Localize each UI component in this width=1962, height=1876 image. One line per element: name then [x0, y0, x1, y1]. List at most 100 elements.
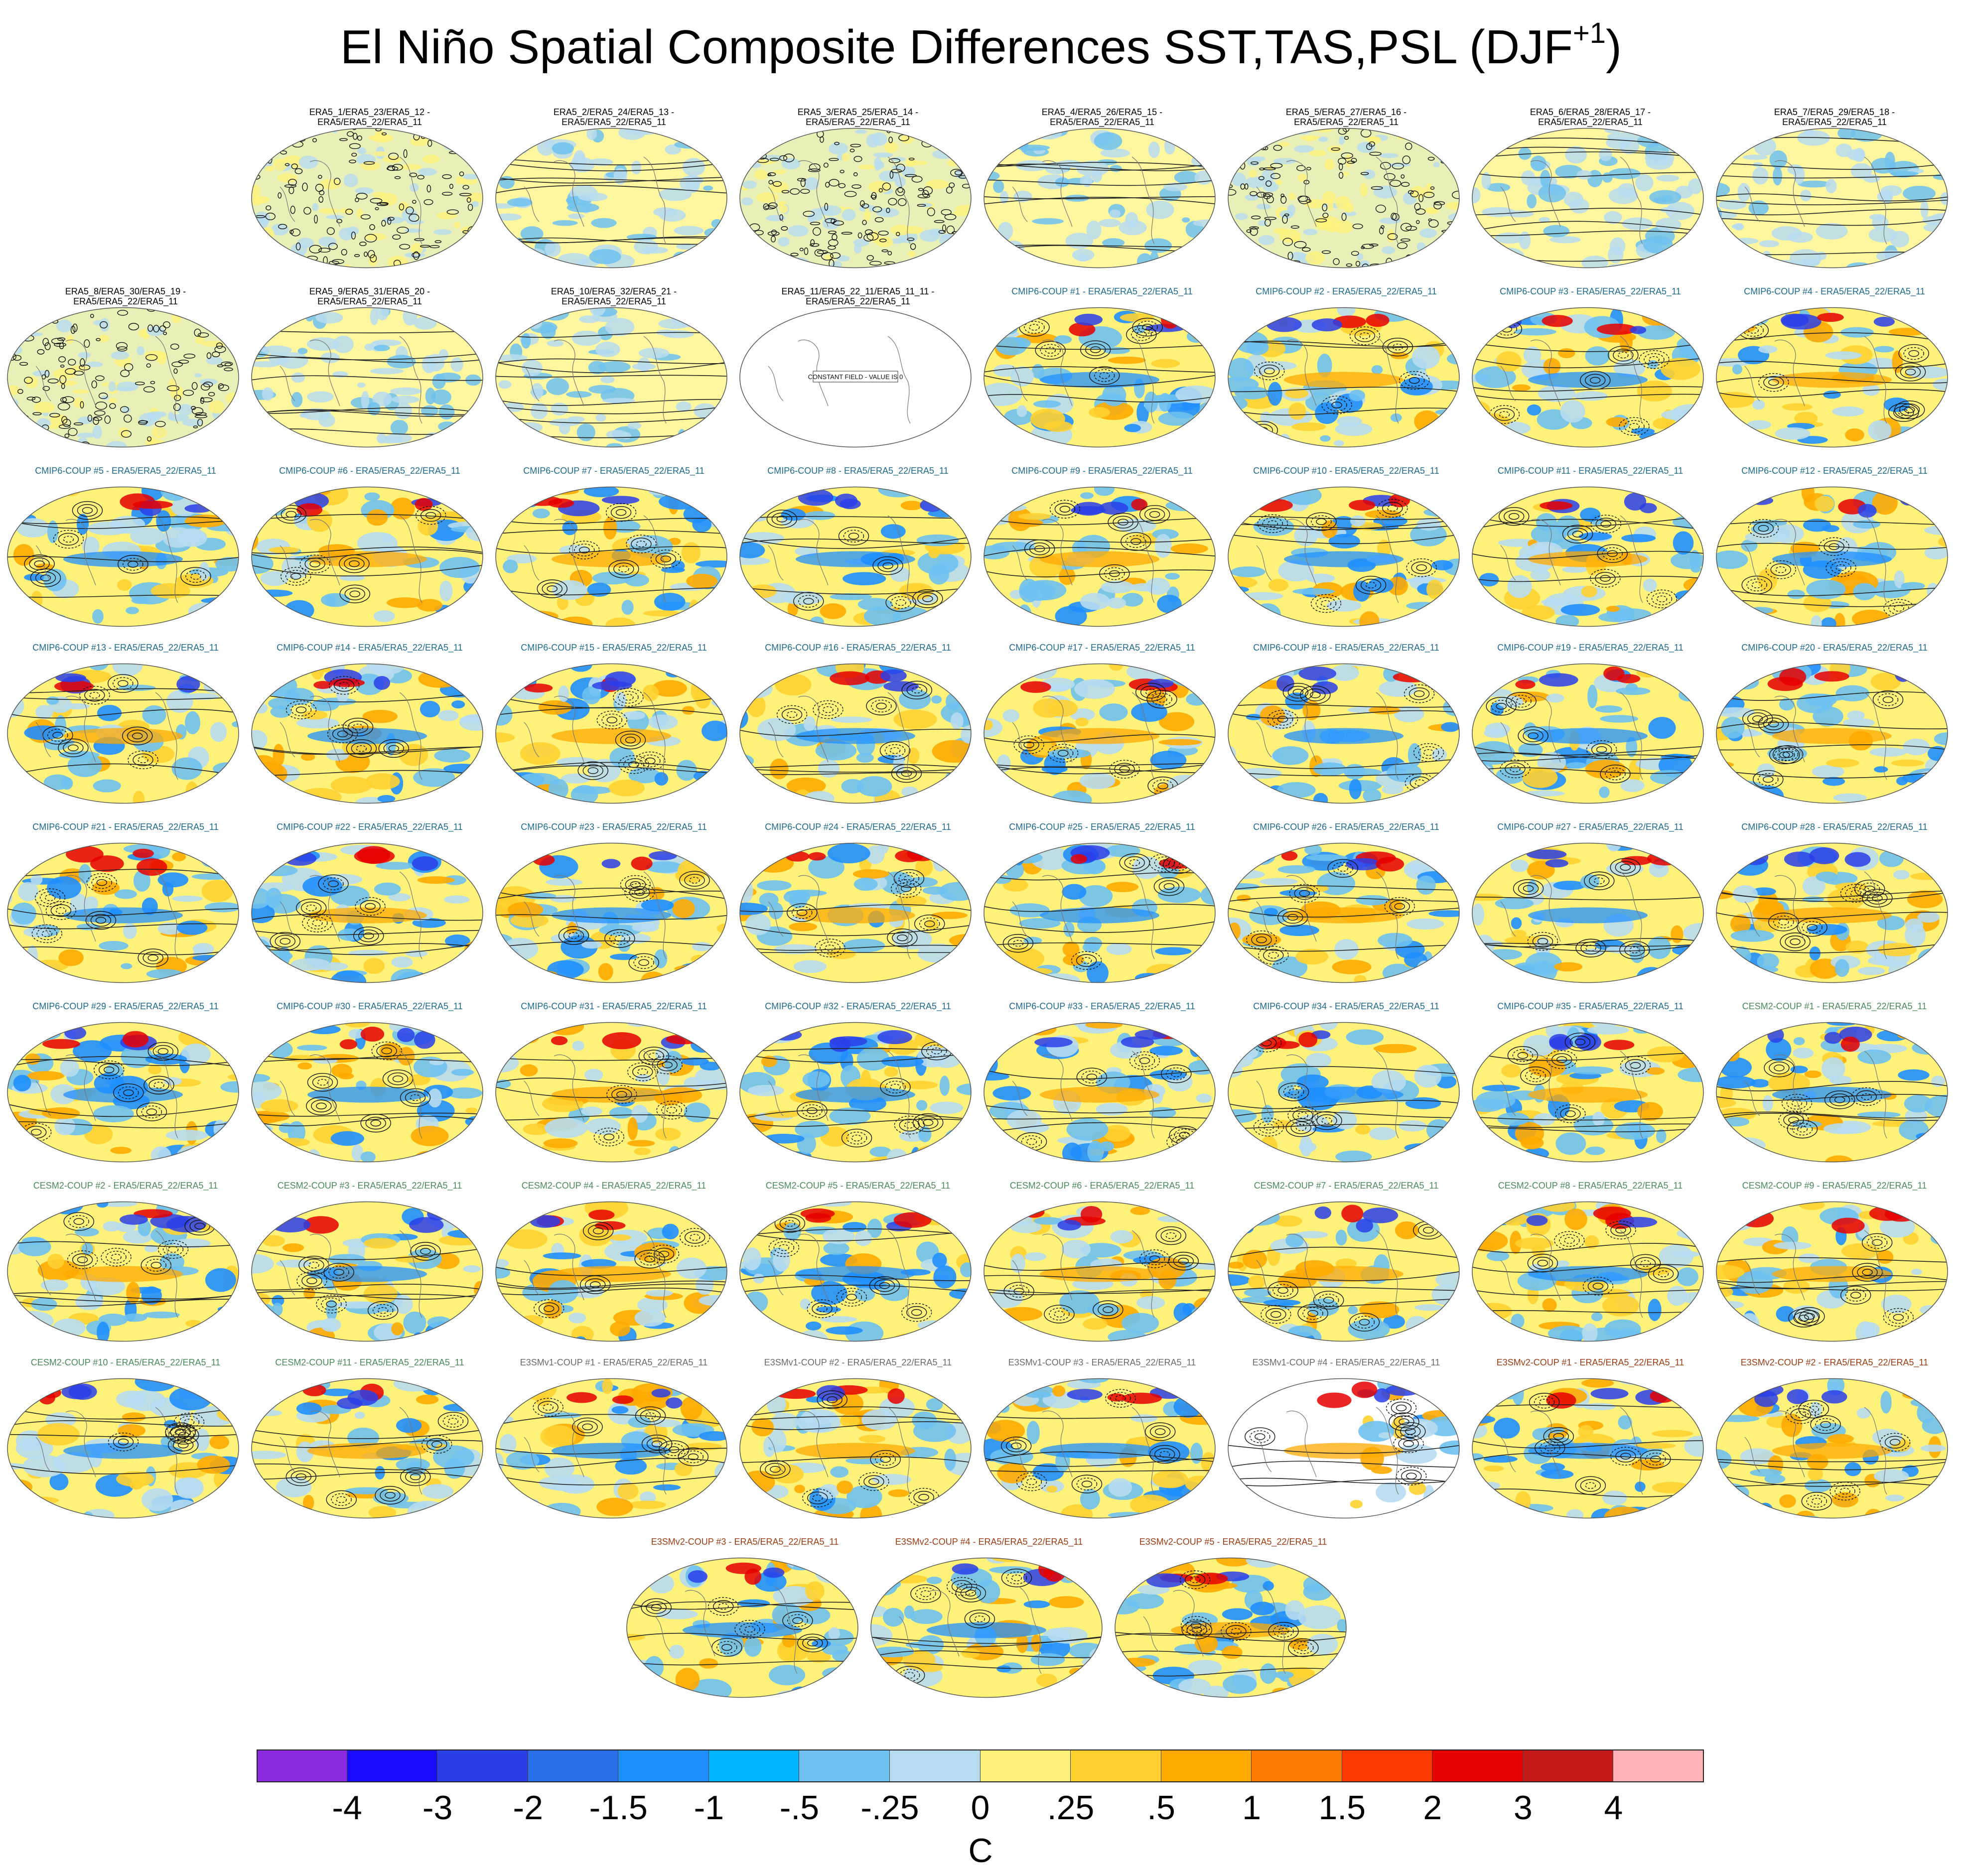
world-map — [626, 1557, 858, 1698]
map-panel: CMIP6-COUP #19 - ERA5/ERA5_22/ERA5_11 — [1471, 643, 1710, 807]
map-panel: CMIP6-COUP #27 - ERA5/ERA5_22/ERA5_11 — [1471, 822, 1710, 986]
map-panel: ERA5_8/ERA5_30/ERA5_19 - ERA5/ERA5_22/ER… — [6, 286, 245, 451]
colorbar-segment — [889, 1749, 981, 1782]
map-border — [1472, 663, 1704, 804]
world-map — [7, 1201, 239, 1342]
coastline — [524, 871, 667, 959]
world-map — [739, 128, 972, 268]
panel-title: CESM2-COUP #7 - ERA5/ERA5_22/ERA5_11 — [1254, 1181, 1439, 1191]
world-map — [251, 486, 483, 627]
panel-title: CESM2-COUP #3 - ERA5/ERA5_22/ERA5_11 — [277, 1181, 462, 1191]
map-border — [1472, 1022, 1704, 1163]
colorbar-segment — [708, 1749, 800, 1782]
panel-title: CESM2-COUP #10 - ERA5/ERA5_22/ERA5_11 — [30, 1357, 221, 1367]
map-panel: ERA5_7/ERA5_29/ERA5_18 - ERA5/ERA5_22/ER… — [1715, 107, 1954, 271]
world-map — [495, 842, 727, 983]
colorbar-segment — [257, 1749, 347, 1782]
coastline — [1256, 1407, 1399, 1495]
map-panel: CMIP6-COUP #11 - ERA5/ERA5_22/ERA5_11 — [1471, 466, 1710, 630]
world-map — [1716, 128, 1948, 268]
world-map — [983, 128, 1216, 268]
panel-title: CMIP6-COUP #26 - ERA5/ERA5_22/ERA5_11 — [1253, 822, 1439, 832]
coastline — [1500, 692, 1643, 780]
map-border — [1472, 486, 1704, 627]
coastline — [35, 692, 178, 780]
map-panel: CESM2-COUP #9 - ERA5/ERA5_22/ERA5_11 — [1715, 1181, 1954, 1345]
world-map — [1228, 1201, 1460, 1342]
map-border — [1228, 1378, 1460, 1519]
world-map — [1716, 663, 1948, 804]
coastline — [1744, 1407, 1887, 1495]
colorbar-tick-label: -3 — [422, 1789, 453, 1827]
map-border — [739, 1201, 972, 1342]
map-panel: CESM2-COUP #4 - ERA5/ERA5_22/ERA5_11 — [494, 1181, 733, 1345]
map-panel: CMIP6-COUP #17 - ERA5/ERA5_22/ERA5_11 — [982, 643, 1222, 807]
colorbar-segment — [980, 1749, 1071, 1782]
coastline — [35, 1051, 178, 1139]
map-panel: CMIP6-COUP #13 - ERA5/ERA5_22/ERA5_11 — [6, 643, 245, 807]
map-border — [1228, 307, 1460, 448]
map-border — [1716, 486, 1948, 627]
coastline — [768, 1230, 911, 1318]
coastline — [1256, 156, 1399, 245]
map-border — [1716, 1022, 1948, 1163]
map-panel: CMIP6-COUP #1 - ERA5/ERA5_22/ERA5_11 — [982, 286, 1222, 451]
coastline — [524, 515, 667, 603]
panel-title: E3SMv2-COUP #1 - ERA5/ERA5_22/ERA5_11 — [1496, 1357, 1684, 1367]
colorbar-segment — [437, 1749, 528, 1782]
map-panel: CMIP6-COUP #23 - ERA5/ERA5_22/ERA5_11 — [494, 822, 733, 986]
map-panel: CMIP6-COUP #20 - ERA5/ERA5_22/ERA5_11 — [1715, 643, 1954, 807]
map-border — [983, 663, 1216, 804]
map-panel: ERA5_3/ERA5_25/ERA5_14 - ERA5/ERA5_22/ER… — [738, 107, 978, 271]
panel-title: CESM2-COUP #5 - ERA5/ERA5_22/ERA5_11 — [765, 1181, 951, 1191]
map-panel: CMIP6-COUP #7 - ERA5/ERA5_22/ERA5_11 — [494, 466, 733, 630]
panel-title: CMIP6-COUP #30 - ERA5/ERA5_22/ERA5_11 — [277, 1001, 463, 1011]
colorbar-segment — [1161, 1749, 1252, 1782]
coastline — [1744, 1051, 1887, 1139]
world-map — [739, 1378, 972, 1519]
map-border — [7, 1378, 239, 1519]
panel-title: E3SMv1-COUP #3 - ERA5/ERA5_22/ERA5_11 — [1008, 1357, 1196, 1367]
world-map — [495, 1022, 727, 1163]
map-panel: CMIP6-COUP #25 - ERA5/ERA5_22/ERA5_11 — [982, 822, 1222, 986]
coastline — [1500, 1230, 1643, 1318]
panel-title: CESM2-COUP #1 - ERA5/ERA5_22/ERA5_11 — [1742, 1001, 1927, 1011]
title-close: ) — [1606, 20, 1622, 74]
colorbar-segment — [1252, 1749, 1342, 1782]
coastline — [768, 871, 911, 959]
coastline — [35, 1407, 178, 1495]
map-panel: E3SMv2-COUP #4 - ERA5/ERA5_22/ERA5_11 — [869, 1537, 1109, 1701]
colorbar-segment — [528, 1749, 619, 1782]
map-border — [983, 486, 1216, 627]
map-panel: CMIP6-COUP #10 - ERA5/ERA5_22/ERA5_11 — [1227, 466, 1466, 630]
map-panel: CESM2-COUP #5 - ERA5/ERA5_22/ERA5_11 — [738, 1181, 978, 1345]
coastline — [1012, 515, 1155, 603]
map-border — [1228, 128, 1460, 268]
map-panel: E3SMv1-COUP #3 - ERA5/ERA5_22/ERA5_11 — [982, 1357, 1222, 1522]
colorbar-tick-label: 1 — [1242, 1789, 1261, 1827]
map-panel: CMIP6-COUP #3 - ERA5/ERA5_22/ERA5_11 — [1471, 286, 1710, 451]
panel-title: ERA5_1/ERA5_23/ERA5_12 - ERA5/ERA5_22/ER… — [309, 107, 430, 127]
panel-title: CMIP6-COUP #22 - ERA5/ERA5_22/ERA5_11 — [277, 822, 463, 832]
map-border — [739, 842, 972, 983]
map-border — [1228, 663, 1460, 804]
map-border — [495, 128, 727, 268]
coastline — [280, 692, 422, 780]
world-map — [1472, 307, 1704, 448]
world-map — [1472, 1378, 1704, 1519]
map-panel: CESM2-COUP #10 - ERA5/ERA5_22/ERA5_11 — [6, 1357, 245, 1522]
coastline — [1256, 871, 1399, 959]
world-map — [1472, 842, 1704, 983]
map-panel: E3SMv1-COUP #4 - ERA5/ERA5_22/ERA5_11 — [1227, 1357, 1466, 1522]
panel-title: CESM2-COUP #9 - ERA5/ERA5_22/ERA5_11 — [1742, 1181, 1927, 1191]
map-panel: CMIP6-COUP #6 - ERA5/ERA5_22/ERA5_11 — [250, 466, 489, 630]
colorbar-tick-label: -4 — [332, 1789, 362, 1827]
map-border — [983, 1022, 1216, 1163]
panel-title: CMIP6-COUP #4 - ERA5/ERA5_22/ERA5_11 — [1744, 286, 1925, 296]
title-superscript: +1 — [1572, 17, 1606, 49]
map-border — [7, 663, 239, 804]
map-panel: E3SMv2-COUP #5 - ERA5/ERA5_22/ERA5_11 — [1114, 1537, 1353, 1701]
coastline — [1500, 336, 1643, 424]
map-panel: ERA5_9/ERA5_31/ERA5_20 - ERA5/ERA5_22/ER… — [250, 286, 489, 451]
coastline — [1500, 515, 1643, 603]
